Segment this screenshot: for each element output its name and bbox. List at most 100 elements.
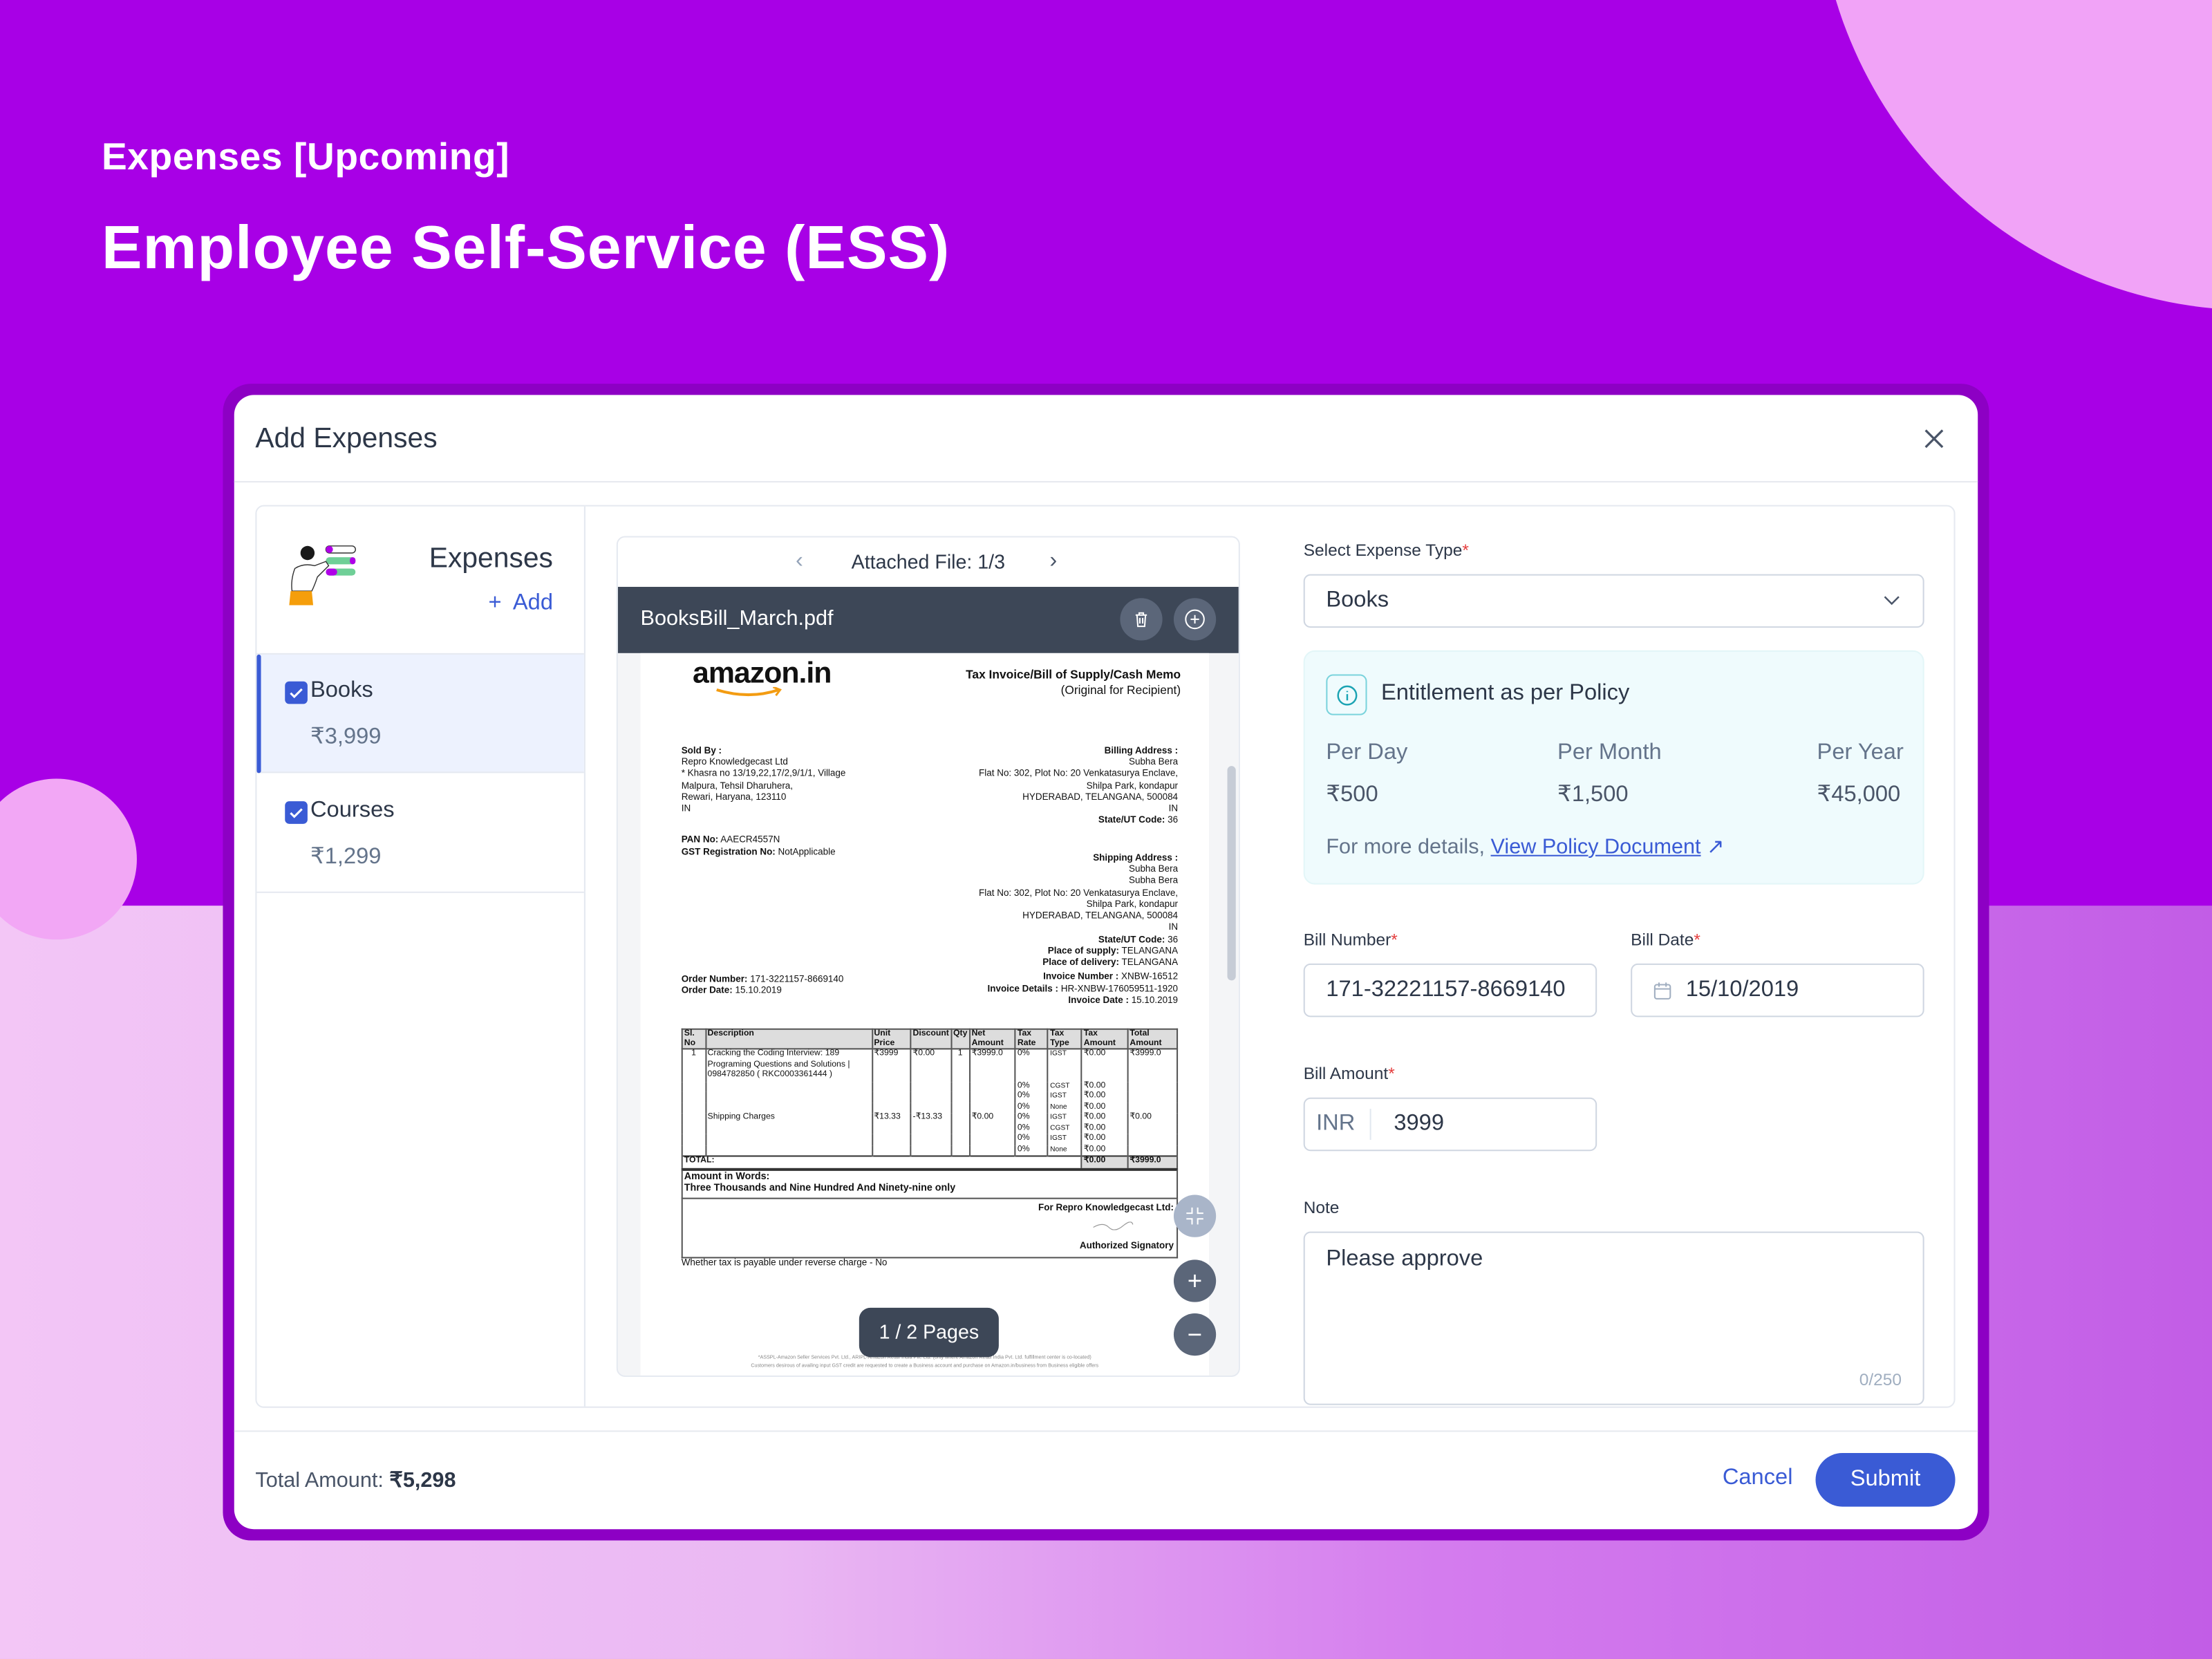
ship-state-value: 36: [1168, 935, 1179, 945]
empty-cell: [950, 1145, 971, 1156]
expense-item-amount: ₹3,999: [310, 724, 382, 749]
chevron-right-icon[interactable]: ›: [1049, 548, 1058, 573]
per-year-label: Per Year: [1817, 740, 1904, 765]
total-label: Total Amount:: [255, 1468, 384, 1493]
cell-unit-price: ₹13.33: [871, 1113, 912, 1124]
shipping-block: Shipping Address : Subha Bera Subha Bera F…: [979, 854, 1178, 1008]
table-row: 0% None ₹0.00: [681, 1145, 1179, 1156]
pan-value: AAECR4557N: [720, 835, 780, 846]
view-policy-link[interactable]: View Policy Document: [1490, 835, 1701, 859]
supply-label: Place of supply:: [1047, 946, 1120, 957]
empty-cell: [871, 1103, 912, 1114]
expense-item-amount: ₹1,299: [310, 845, 382, 870]
empty-cell: [1127, 1123, 1179, 1135]
table-row: 0% CGST ₹0.00: [681, 1081, 1179, 1092]
cancel-button[interactable]: Cancel: [1722, 1465, 1793, 1490]
modal-content: Expenses + Add Books ₹3,999 Courses ₹1,29…: [255, 505, 1956, 1408]
file-bar: BooksBill_March.pdf: [617, 586, 1239, 653]
preview-scrollbar[interactable]: [1227, 766, 1236, 981]
fit-screen-button[interactable]: [1173, 1194, 1217, 1237]
cell-tax-rate: 0%: [1014, 1113, 1049, 1124]
bill-date-input[interactable]: 15/10/2019: [1631, 963, 1924, 1018]
bill-amount-label: Bill Amount*: [1303, 1063, 1395, 1084]
address-line: IN: [1168, 804, 1179, 814]
add-expense-button[interactable]: + Add: [488, 591, 552, 617]
gst-value: NotApplicable: [778, 847, 836, 858]
cell-total: ₹0.00: [1127, 1113, 1179, 1124]
column-header: Net Amount: [968, 1028, 1016, 1050]
expense-item-books[interactable]: Books ₹3,999: [256, 654, 584, 774]
invoice-table: Sl. No Description Unit Price Discount Qty Ne…: [681, 1028, 1179, 1168]
table-total-row: TOTAL: ₹0.00 ₹3999.0: [681, 1155, 1179, 1168]
close-icon[interactable]: [1918, 423, 1949, 454]
billing-block: Billing Address : Subha Bera Flat No: 302…: [979, 747, 1178, 828]
expense-item-courses[interactable]: Courses ₹1,299: [256, 774, 584, 893]
invoice-page: amazon.in Tax Invoice/Bill of Supply/Cas…: [640, 653, 1209, 1376]
signature-image: [1093, 1221, 1134, 1230]
chevron-left-icon[interactable]: ‹: [796, 548, 803, 573]
expense-type-select[interactable]: Books: [1303, 574, 1924, 628]
footnote: *ASSPL-Amazon Seller Services Pvt. Ltd.,…: [758, 1354, 1091, 1360]
add-file-button[interactable]: [1173, 598, 1217, 641]
amount-in-words: Amount in Words: Three Thousands and Nin…: [681, 1168, 1179, 1200]
cell-tax-rate: 0%: [1014, 1145, 1049, 1156]
document-preview: amazon.in Tax Invoice/Bill of Supply/Cas…: [617, 653, 1239, 1376]
empty-cell: [681, 1103, 706, 1114]
empty-cell: [950, 1103, 971, 1114]
empty-cell: [704, 1103, 873, 1114]
add-expenses-modal: Add Expenses: [234, 395, 1978, 1530]
cell-tax-type: IGST: [1047, 1134, 1082, 1145]
empty-cell: [871, 1081, 912, 1092]
empty-cell: [1127, 1091, 1179, 1103]
chevron-down-icon: [1884, 596, 1900, 606]
submit-button[interactable]: Submit: [1815, 1453, 1956, 1507]
empty-cell: [910, 1091, 952, 1103]
cell-description: Shipping Charges: [704, 1113, 873, 1124]
info-icon: [1326, 674, 1367, 715]
signature-box: For Repro Knowledgecast Ltd: Authorized …: [681, 1199, 1179, 1259]
expense-item-name: Courses: [310, 798, 395, 823]
zoom-out-button[interactable]: −: [1173, 1313, 1217, 1356]
page-indicator: 1 / 2 Pages: [859, 1307, 999, 1358]
empty-cell: [1127, 1145, 1179, 1156]
invoice-heading: Tax Invoice/Bill of Supply/Cash Memo (Or…: [966, 667, 1181, 697]
empty-cell: [871, 1123, 912, 1135]
policy-note-prefix: For more details,: [1326, 835, 1485, 859]
column-header: Discount: [910, 1028, 952, 1050]
delete-file-button[interactable]: [1120, 598, 1163, 641]
table-row: 0% None ₹0.00: [681, 1103, 1179, 1114]
zoom-out-icon: −: [1187, 1320, 1203, 1348]
entitlement-title: Entitlement as per Policy: [1380, 681, 1630, 706]
empty-cell: [910, 1103, 952, 1114]
cell-discount: ₹0.00: [910, 1049, 952, 1082]
order-block: Order Number: 171-3221157-8669140 Order …: [682, 975, 844, 998]
empty-cell: [704, 1145, 873, 1156]
cell-tax-amount: ₹0.00: [1080, 1113, 1129, 1124]
empty-cell: [910, 1145, 952, 1156]
attached-file-counter: Attached File: 1/3: [851, 550, 1006, 573]
address-line: HYDERABAD, TELANGANA, 500084: [1022, 792, 1179, 803]
amazon-logo: amazon.in: [693, 657, 832, 690]
empty-cell: [681, 1145, 706, 1156]
currency-prefix: INR: [1316, 1109, 1371, 1140]
bill-number-input[interactable]: 171-32221157-8669140: [1303, 963, 1597, 1018]
add-label: Add: [512, 591, 553, 615]
empty-cell: [681, 1091, 706, 1103]
bill-amount-value: 3999: [1394, 1112, 1444, 1136]
cell-tax-type: CGST: [1047, 1081, 1082, 1092]
note-textarea[interactable]: Please approve 0/250: [1303, 1231, 1924, 1405]
fit-screen-icon: [1186, 1207, 1203, 1225]
total-amount: ₹3999.0: [1127, 1155, 1179, 1168]
table-row: Shipping Charges ₹13.33 -₹13.33 ₹0.00 0% IGST…: [681, 1113, 1179, 1124]
bill-amount-input[interactable]: INR 3999: [1303, 1097, 1597, 1152]
eyebrow-title: Expenses [Upcoming]: [101, 135, 510, 178]
checkbox-checked-icon[interactable]: [285, 801, 308, 824]
zoom-in-button[interactable]: +: [1173, 1259, 1217, 1302]
cell-tax-amount: ₹0.00: [1080, 1123, 1129, 1135]
file-name: BooksBill_March.pdf: [640, 606, 834, 631]
cell-tax-amount: ₹0.00: [1080, 1049, 1129, 1082]
total-label: TOTAL:: [681, 1155, 1082, 1168]
address-line: Shilpa Park, kondapur: [1086, 780, 1179, 791]
checkbox-checked-icon[interactable]: [285, 681, 308, 704]
